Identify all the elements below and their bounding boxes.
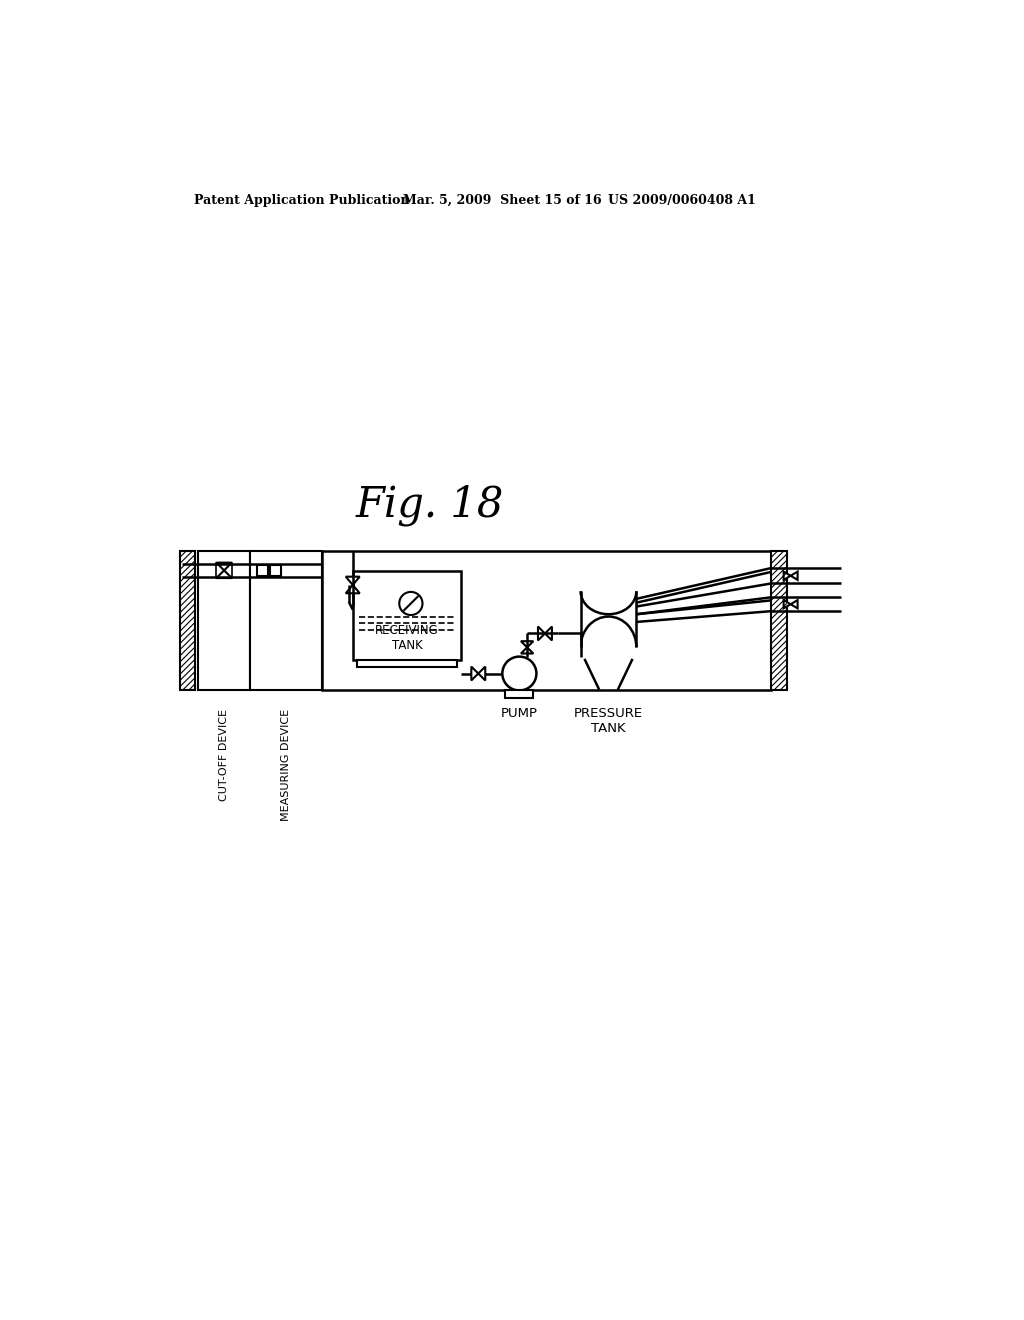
Polygon shape [346, 577, 359, 585]
Circle shape [399, 591, 423, 615]
Bar [771, 552, 786, 689]
Polygon shape [521, 642, 534, 647]
Text: CUT-OFF DEVICE: CUT-OFF DEVICE [219, 709, 229, 801]
Text: Fig. 18: Fig. 18 [356, 484, 505, 525]
Text: Mar. 5, 2009  Sheet 15 of 16: Mar. 5, 2009 Sheet 15 of 16 [403, 194, 602, 207]
Text: MEASURING DEVICE: MEASURING DEVICE [282, 709, 291, 821]
Bar [577, 630, 581, 663]
Polygon shape [216, 570, 231, 578]
Bar [356, 660, 458, 668]
Bar [216, 562, 231, 578]
Polygon shape [791, 572, 798, 579]
Bar [506, 690, 534, 698]
Polygon shape [346, 585, 359, 593]
Polygon shape [545, 627, 552, 640]
Text: PRESSURE
TANK: PRESSURE TANK [573, 706, 643, 735]
Bar [180, 552, 196, 689]
Polygon shape [538, 627, 545, 640]
Text: US 2009/0060408 A1: US 2009/0060408 A1 [608, 194, 757, 207]
Bar [322, 552, 771, 689]
Polygon shape [521, 647, 534, 653]
Text: Patent Application Publication: Patent Application Publication [194, 194, 410, 207]
Polygon shape [478, 667, 485, 681]
Bar [257, 565, 267, 576]
Polygon shape [471, 667, 478, 681]
Text: RECEIVING
TANK: RECEIVING TANK [375, 624, 439, 652]
Circle shape [503, 656, 537, 690]
Bar [198, 552, 251, 689]
Polygon shape [791, 601, 798, 609]
Polygon shape [216, 562, 231, 570]
Polygon shape [783, 601, 791, 609]
Bar [251, 552, 322, 689]
Polygon shape [783, 572, 791, 579]
Bar [270, 565, 281, 576]
Text: PUMP: PUMP [501, 706, 538, 719]
Bar [352, 572, 461, 660]
